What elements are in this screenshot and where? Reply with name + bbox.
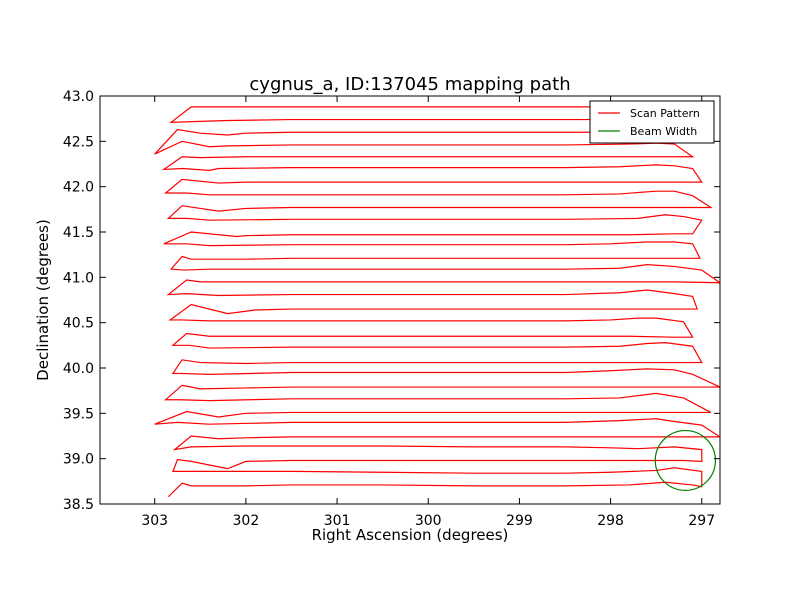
x-tick-label: 303: [141, 513, 168, 529]
y-tick-label: 38.5: [63, 497, 94, 513]
y-axis-title: Declination (degrees): [34, 219, 52, 381]
legend-label: Beam Width: [630, 125, 697, 138]
x-tick-label: 302: [233, 513, 260, 529]
y-tick-label: 40.0: [63, 361, 94, 377]
x-tick-label: 299: [506, 513, 533, 529]
y-tick-label: 41.5: [63, 225, 94, 241]
scan-pattern-line: [154, 106, 720, 498]
y-tick-label: 43.0: [63, 89, 94, 105]
y-tick-label: 39.0: [63, 452, 94, 468]
plot-frame: [99, 95, 721, 505]
x-tick-label: 298: [597, 513, 624, 529]
y-tick-label: 42.0: [63, 180, 94, 196]
chart-title: cygnus_a, ID:137045 mapping path: [249, 74, 570, 95]
x-tick-label: 297: [688, 513, 715, 529]
legend-label: Scan Pattern: [630, 107, 700, 120]
y-tick-label: 41.0: [63, 270, 94, 286]
x-axis-title: Right Ascension (degrees): [312, 526, 509, 544]
y-tick-label: 42.5: [63, 134, 94, 150]
x-tick-label: 301: [324, 513, 351, 529]
x-tick-label: 300: [415, 513, 442, 529]
y-tick-label: 40.5: [63, 316, 94, 332]
plot-area: [154, 106, 720, 498]
legend: Scan Pattern Beam Width: [589, 100, 715, 144]
beam-width-circle: [654, 429, 717, 491]
y-tick-label: 39.5: [63, 406, 94, 422]
axis-ticks: 303 302 301 300 299 298 297 38.5 39.0 39.5 40.0 40.…: [63, 89, 721, 529]
series-group: [154, 106, 720, 498]
legend-box: [589, 100, 715, 144]
